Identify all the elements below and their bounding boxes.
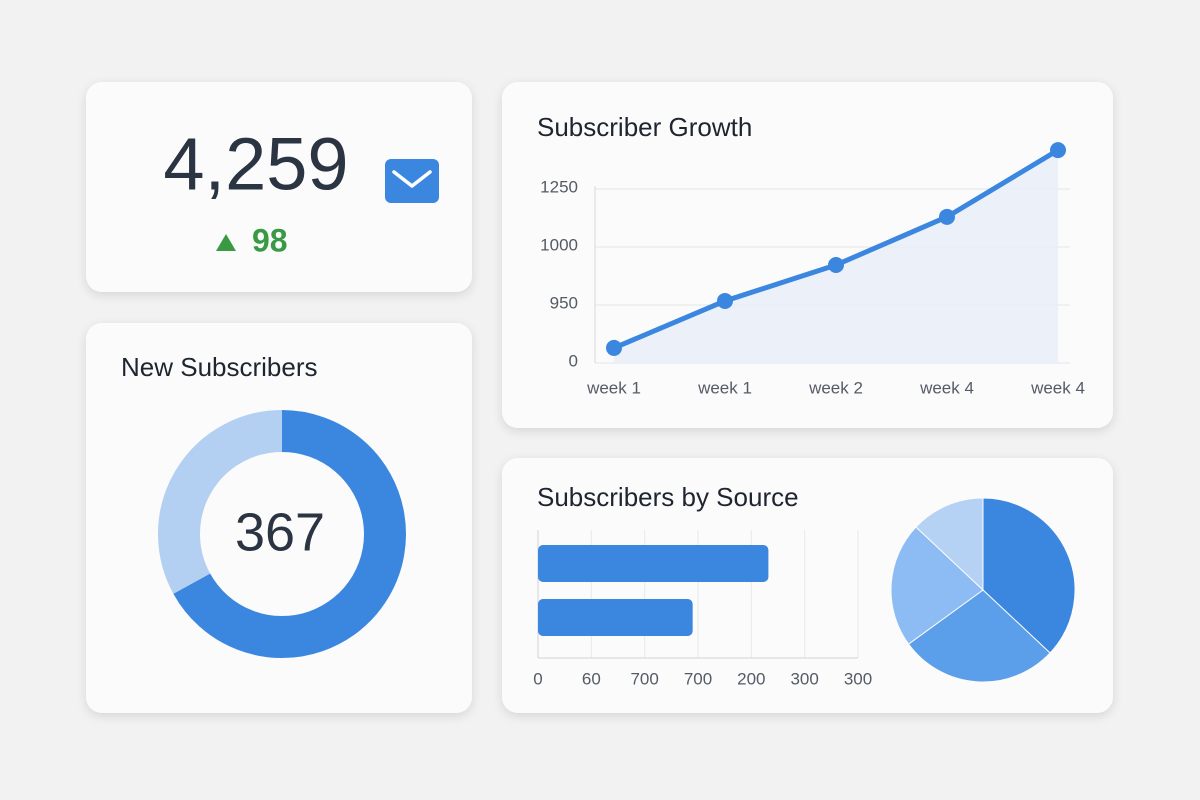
y-tick-label: 1000 [540,235,578,254]
point [606,339,622,356]
x-tick-label: 300 [790,669,818,688]
card-title: Subscriber Growth [537,112,752,142]
donut-card [86,323,472,713]
point [717,292,733,309]
point [1050,142,1066,159]
pie-slice [907,589,1051,683]
y-tick-label: 0 [569,351,578,370]
up-arrow [216,234,236,251]
pie-slice [982,497,1076,654]
donut-segment [158,410,283,594]
mail-icon [385,159,439,203]
x-tick-label: week 4 [919,378,974,397]
card-title: Subscribers by Source [537,482,799,512]
point [939,208,955,225]
x-tick-label: week 4 [1030,378,1085,397]
y-tick-label: 1250 [540,177,578,196]
x-tick-label: 0 [533,669,542,688]
point [828,256,844,273]
donut-segment [173,410,406,658]
x-tick-label: week 1 [697,378,752,397]
pie-slice [915,497,984,592]
x-tick-label: 300 [844,669,872,688]
x-tick-label: week 1 [586,378,641,397]
kpi-change: 98 [252,222,288,258]
x-tick-label: week 2 [808,378,863,397]
x-tick-label: 200 [737,669,765,688]
kpi-card [86,82,472,292]
donut-total: 367 [235,502,325,562]
pie-slice [890,526,984,645]
bar [538,599,693,636]
bar [538,545,769,582]
x-tick-label: 60 [582,669,601,688]
x-tick-label: 700 [684,669,712,688]
card-title: New Subscribers [121,352,318,382]
kpi-value: 4,259 [163,123,348,206]
x-tick-label: 700 [630,669,658,688]
area [614,150,1058,363]
y-tick-label: 950 [550,293,578,312]
